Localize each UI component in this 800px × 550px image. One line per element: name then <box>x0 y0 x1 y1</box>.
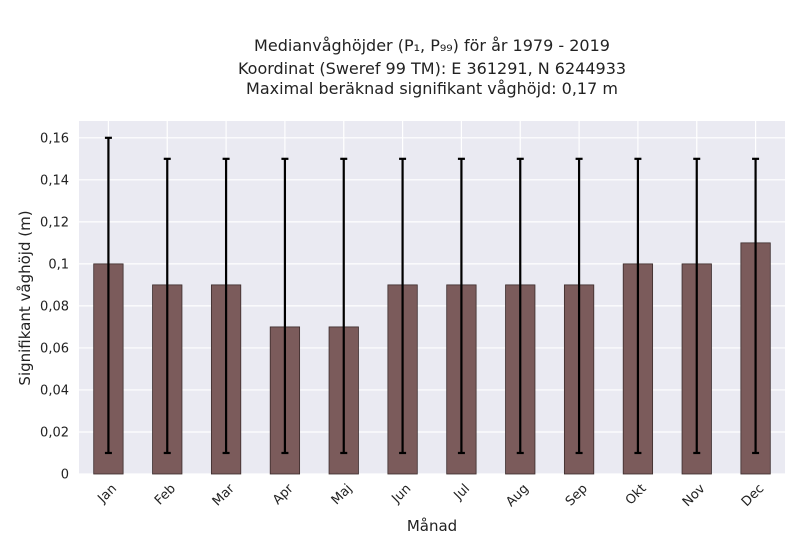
chart-title: Medianvåghöjder (P₁, P₉₉) för år 1979 - … <box>238 36 626 98</box>
x-tick-label: Apr <box>270 481 297 508</box>
x-axis-label: Månad <box>407 517 457 535</box>
chart-title-line-2: Koordinat (Sweref 99 TM): E 361291, N 62… <box>238 59 626 78</box>
y-tick-label: 0 <box>61 468 69 483</box>
y-axis-ticks: 0 0,02 0,04 0,06 0,08 0,1 0,12 0,14 0,16 <box>40 131 69 482</box>
x-tick-label: Mar <box>210 481 238 509</box>
x-tick-label: Dec <box>739 481 767 509</box>
x-tick-label: Feb <box>152 481 179 508</box>
x-tick-label: Maj <box>329 481 356 508</box>
x-tick-label: Aug <box>503 481 532 510</box>
y-tick-label: 0,02 <box>40 425 69 440</box>
x-tick-label: Jun <box>389 481 415 507</box>
y-tick-label: 0,1 <box>48 257 69 272</box>
x-tick-label: Jan <box>95 481 120 506</box>
y-axis-label: Signifikant våghöjd (m) <box>16 210 34 385</box>
x-tick-label: Jul <box>451 481 473 503</box>
chart-title-line-1: Medianvåghöjder (P₁, P₉₉) för år 1979 - … <box>254 36 610 55</box>
x-tick-label: Okt <box>623 481 650 508</box>
y-tick-label: 0,08 <box>40 299 69 314</box>
error-bars <box>104 136 760 455</box>
y-tick-label: 0,12 <box>40 215 69 230</box>
y-tick-label: 0,14 <box>40 173 69 188</box>
y-tick-label: 0,16 <box>40 131 69 146</box>
plot-area <box>79 121 785 474</box>
x-tick-label: Sep <box>563 481 591 509</box>
x-tick-label: Nov <box>680 481 709 510</box>
y-tick-label: 0,06 <box>40 341 69 356</box>
y-tick-label: 0,04 <box>40 383 69 398</box>
chart-title-line-3: Maximal beräknad signifikant våghöjd: 0,… <box>246 79 618 98</box>
x-axis-ticks: Jan Feb Mar Apr Maj Jun Jul Aug Sep Okt Nov Dec <box>95 481 768 510</box>
